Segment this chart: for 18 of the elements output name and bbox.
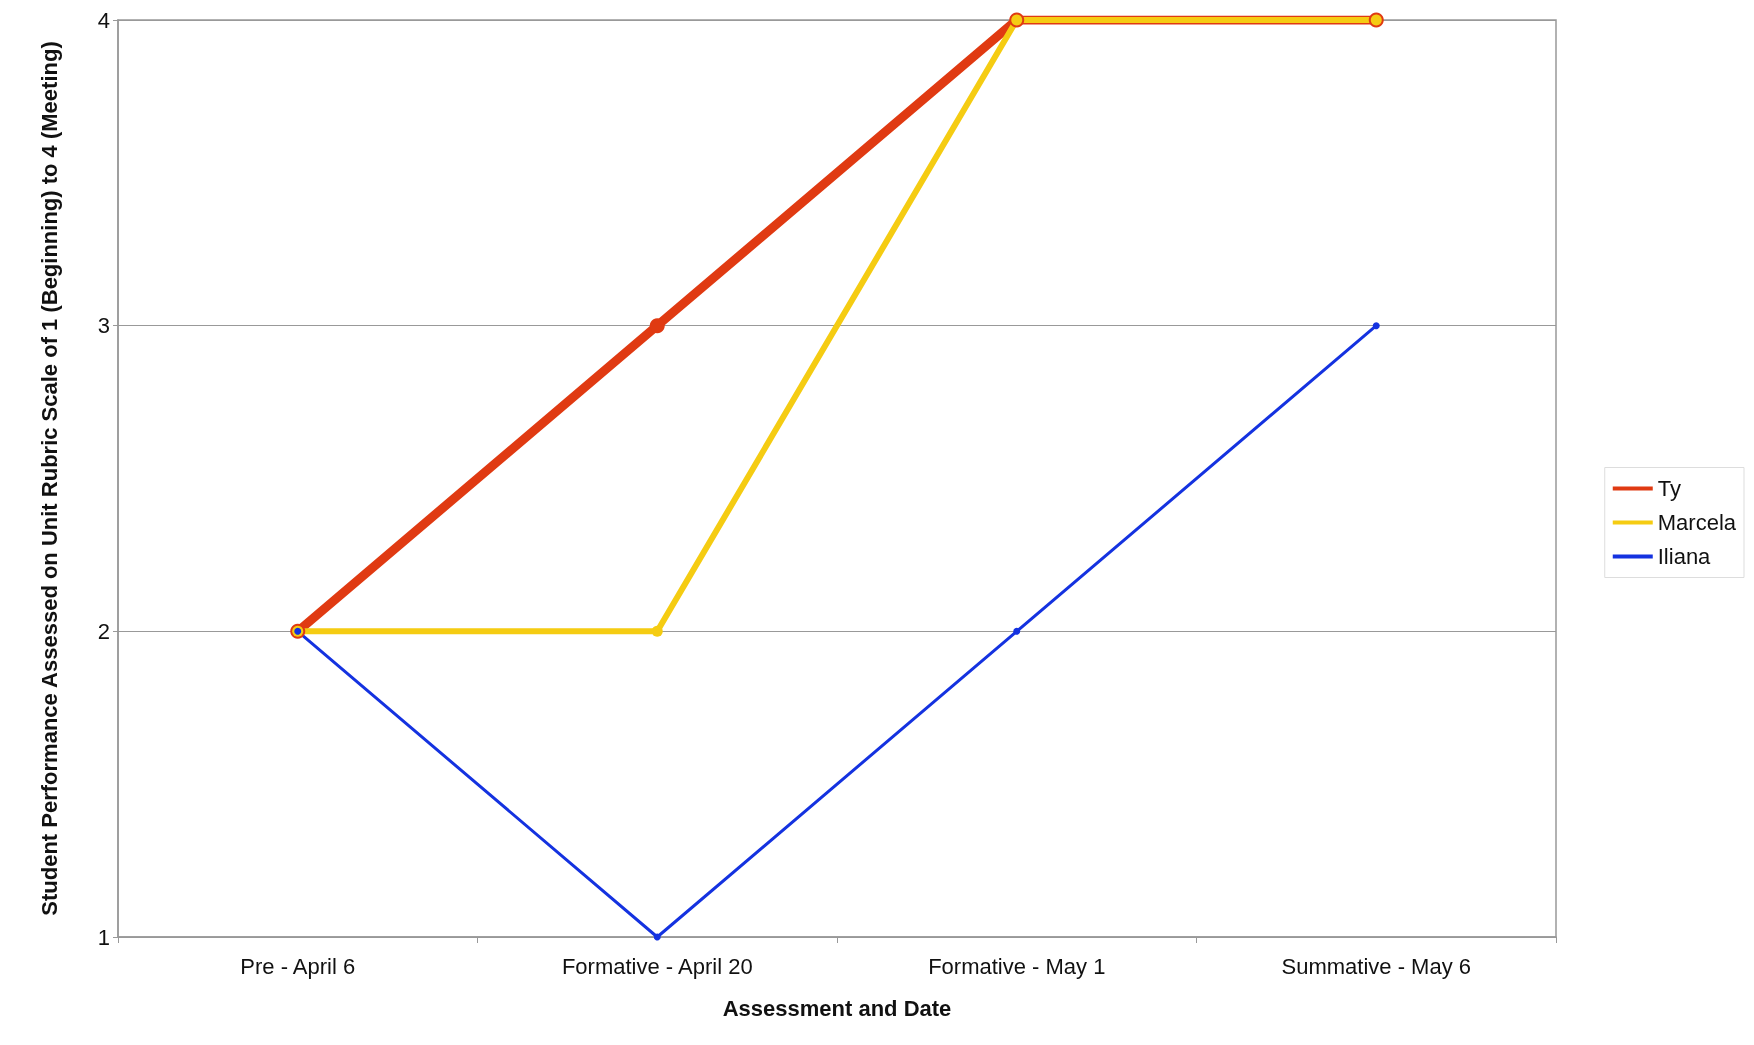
y-tick-label: 3 xyxy=(97,313,110,339)
x-axis-title: Assessment and Date xyxy=(722,995,952,1021)
legend-label: Ty xyxy=(1657,476,1681,501)
x-tick-label: Summative - May 6 xyxy=(1281,953,1471,979)
point xyxy=(651,625,663,637)
y-tick-label: 1 xyxy=(97,924,110,950)
x-tick-label: Formative - May 1 xyxy=(928,953,1106,979)
point xyxy=(653,933,661,941)
y-tick-label: 4 xyxy=(97,7,110,33)
x-tick-label: Formative - April 20 xyxy=(561,953,753,979)
y-tick-label: 2 xyxy=(97,618,110,644)
point xyxy=(649,318,665,334)
x-tick-label: Pre - April 6 xyxy=(240,953,356,979)
point xyxy=(1013,627,1021,635)
point xyxy=(1372,322,1380,330)
y-axis-title: Student Performance Assessed on Unit Rubric Scale of 1 (Beginning) to 4 (Meeting) xyxy=(36,41,62,916)
legend-label: Iliana xyxy=(1657,544,1712,569)
legend-label: Marcela xyxy=(1657,510,1737,535)
